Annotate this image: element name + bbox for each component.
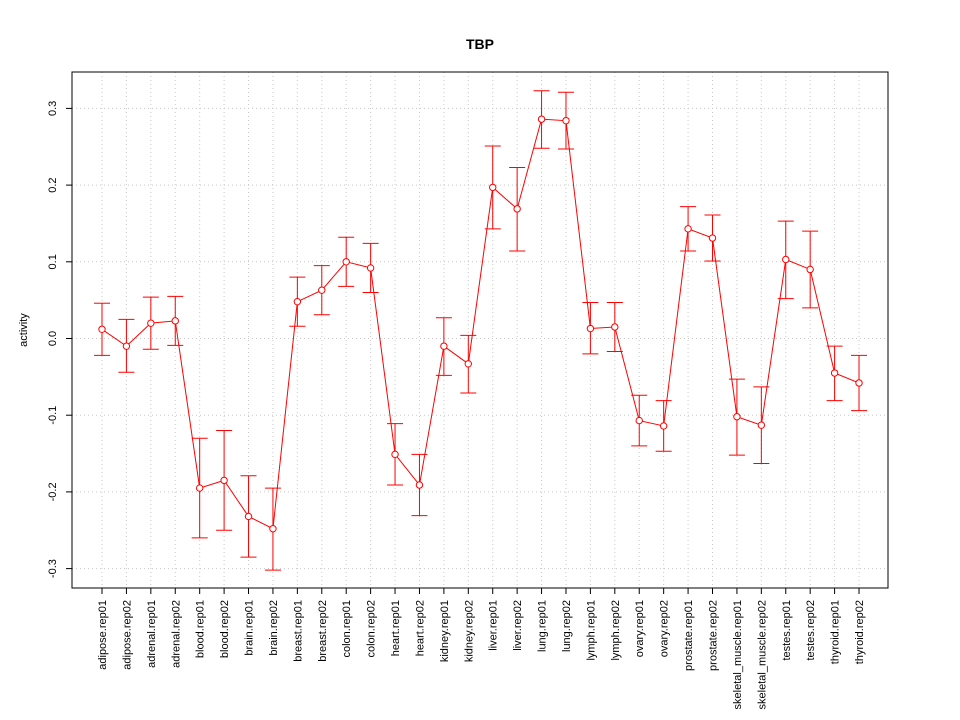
x-tick-label: liver.rep01: [488, 600, 500, 651]
data-point: [98, 325, 106, 333]
y-tick-label: 0.3: [47, 101, 59, 116]
x-tick-label: heart.rep02: [414, 600, 426, 656]
data-point: [220, 476, 228, 485]
x-tick-label: skeletal_muscle.rep02: [756, 600, 768, 709]
grid: [72, 72, 888, 588]
data-point: [708, 234, 717, 242]
data-point: [391, 450, 399, 459]
x-tick-label: adrenal.rep02: [170, 600, 182, 668]
x-tick-label: kidney.rep01: [439, 600, 451, 662]
x-tick-label: lung.rep01: [537, 600, 549, 652]
data-point: [855, 379, 863, 387]
y-tick-label: -0.1: [47, 406, 59, 425]
x-tick-label: ovary.rep02: [659, 600, 671, 657]
x-tick-label: breast.rep01: [292, 600, 304, 662]
series-line: [101, 118, 860, 530]
data-point: [318, 286, 326, 294]
data-point: [147, 319, 155, 327]
x-tick-label: kidney.rep02: [463, 600, 475, 662]
data-point: [513, 205, 521, 213]
x-tick-label: prostate.rep02: [708, 600, 720, 671]
y-tick-label: -0.2: [47, 482, 59, 501]
y-tick-label: 0.0: [47, 331, 59, 346]
data-point: [757, 421, 766, 429]
data-point: [562, 116, 570, 125]
x-tick-label: colon.rep02: [366, 600, 378, 658]
x-tick-label: breast.rep02: [317, 600, 329, 662]
x-tick-label: blood.rep02: [219, 600, 231, 658]
data-points: [98, 115, 863, 533]
x-tick-label: ovary.rep01: [634, 600, 646, 657]
x-axis: adipose.rep01 adipose.rep02 adrenal.rep01 a…: [97, 587, 866, 709]
x-tick-label: adipose.rep01: [97, 600, 109, 670]
data-point: [611, 323, 619, 331]
data-point: [830, 369, 839, 377]
y-axis-label: activity: [18, 313, 30, 347]
data-point: [342, 258, 350, 266]
x-tick-label: thyroid.rep02: [854, 600, 866, 664]
x-tick-label: liver.rep02: [512, 600, 524, 651]
data-point: [537, 115, 546, 123]
y-tick-label: -0.3: [47, 559, 59, 578]
x-tick-label: lymph.rep01: [585, 600, 597, 661]
error-bars: [94, 90, 868, 571]
plot-frame: [71, 71, 889, 589]
y-tick-label: 0.2: [47, 177, 59, 192]
chart-title: TBP: [466, 36, 494, 52]
x-tick-label: lung.rep02: [561, 600, 573, 652]
data-point: [733, 413, 741, 421]
y-tick-label: 0.1: [47, 254, 59, 269]
data-point: [122, 342, 131, 350]
data-point: [293, 297, 302, 306]
x-tick-label: adrenal.rep01: [146, 600, 158, 668]
data-point: [635, 416, 643, 425]
x-tick-label: heart.rep01: [390, 600, 402, 656]
data-point: [782, 255, 790, 264]
data-point: [171, 317, 179, 325]
x-tick-label: lymph.rep02: [610, 600, 622, 661]
x-tick-label: testes.rep02: [805, 600, 817, 661]
x-tick-label: testes.rep01: [781, 600, 793, 661]
x-tick-label: brain.rep02: [268, 600, 280, 656]
x-tick-label: thyroid.rep01: [830, 600, 842, 664]
data-point: [366, 264, 375, 272]
x-tick-label: skeletal_muscle.rep01: [732, 600, 744, 709]
x-tick-label: brain.rep01: [244, 600, 256, 656]
data-point: [244, 512, 253, 521]
data-point: [415, 481, 424, 489]
data-point: [464, 360, 472, 368]
x-tick-label: blood.rep01: [195, 600, 207, 658]
data-point: [586, 324, 595, 333]
y-axis: -0.3 -0.2 -0.1 0.0 0.1 0.2 0.3: [47, 101, 73, 578]
data-point: [659, 422, 668, 430]
x-tick-label: colon.rep01: [341, 600, 353, 658]
data-point: [195, 484, 204, 492]
data-point: [440, 342, 448, 350]
data-point: [269, 525, 277, 533]
data-point: [806, 265, 814, 274]
x-tick-label: adipose.rep02: [121, 600, 133, 670]
data-point: [684, 225, 692, 233]
x-tick-label: prostate.rep01: [683, 600, 695, 671]
data-point: [489, 183, 497, 192]
